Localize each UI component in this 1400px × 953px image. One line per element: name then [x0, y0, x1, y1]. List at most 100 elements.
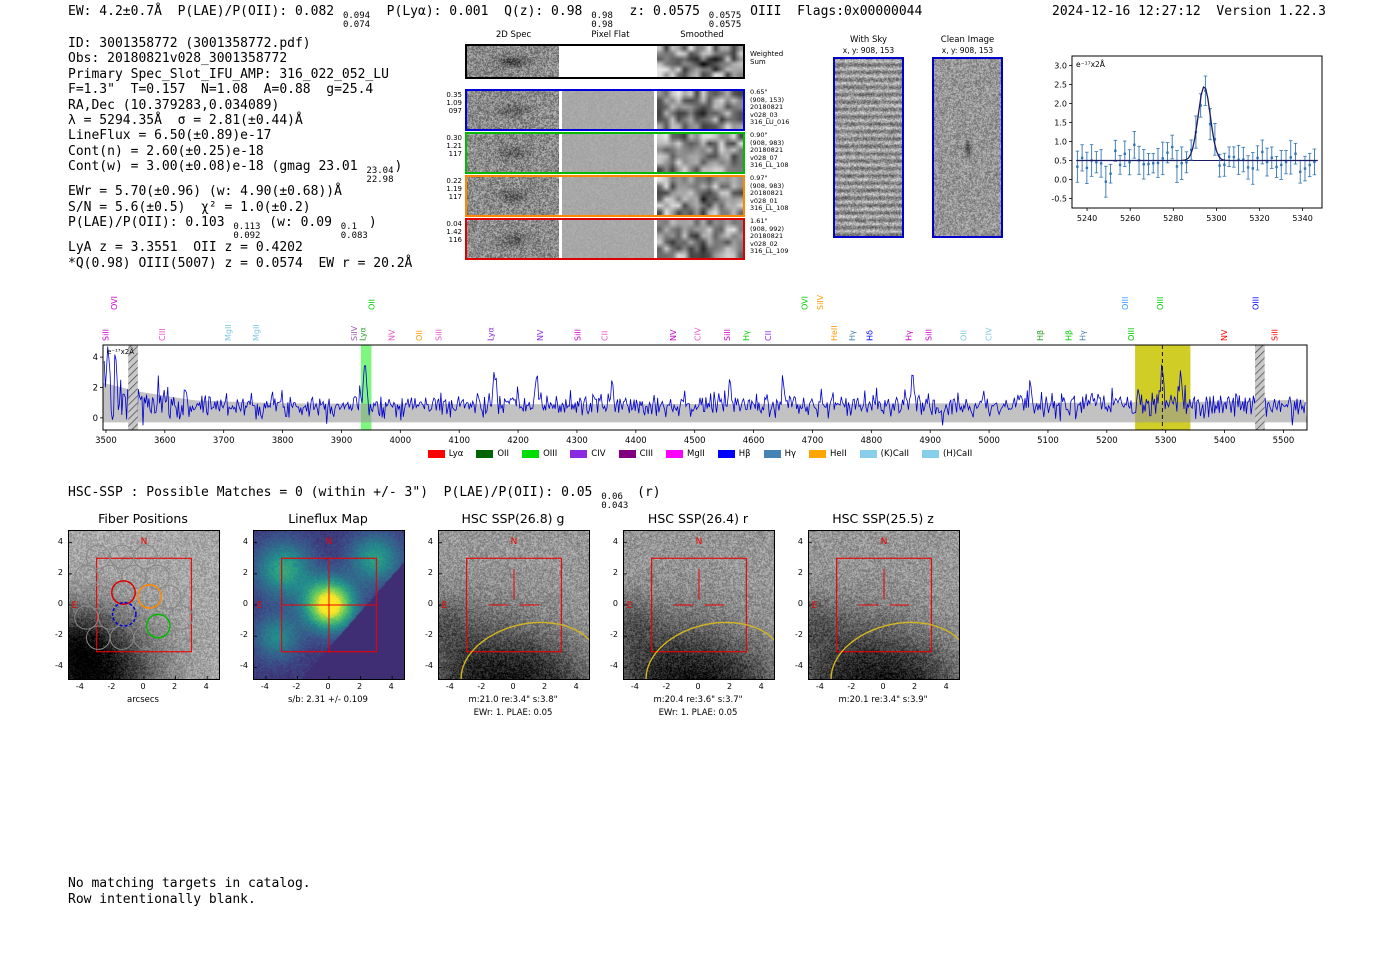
x-tick: 4	[203, 682, 209, 691]
svg-text:1.0: 1.0	[1054, 137, 1067, 146]
line-label-CII: CII	[601, 331, 610, 341]
y-tick: -4	[610, 661, 618, 671]
legend-swatch	[570, 450, 588, 458]
line-label-CIV: CIV	[984, 327, 993, 341]
line-label-OIII: OIII	[1156, 297, 1165, 310]
text-segment: Cont(w) = 3.00(±0.08)e-18 (gmag 23.01	[68, 159, 366, 175]
legend-item-CIII: CIII	[618, 449, 653, 459]
cleanimage-coords: x, y: 908, 153	[941, 46, 994, 55]
pixelflat-cutout	[562, 177, 654, 215]
spec2d-cutout	[467, 134, 559, 172]
info-line-12: P(LAE)/P(OII): 0.103 0.113 0.092 (w: 0.09…	[68, 215, 412, 240]
panel-xlabel: s/b: 2.31 +/- 0.109	[288, 695, 368, 705]
info-line-8: Cont(n) = 2.60(±0.25)e-18	[68, 144, 412, 159]
line-label-OVI: OVI	[110, 296, 119, 310]
footer-line-1: No matching targets in catalog.	[68, 876, 311, 891]
panel-overlay: NE	[809, 537, 959, 679]
info-line-11: S/N = 5.6(±0.5) χ² = 1.0(±0.2)	[68, 200, 412, 215]
y-tick: -4	[795, 661, 803, 671]
legend-item-CIV: CIV	[570, 449, 606, 459]
line-label-CII: CII	[764, 331, 773, 341]
smoothed-cutout	[657, 91, 743, 129]
stacked-uncertainty: 0.0575 0.0575	[709, 12, 742, 29]
uncertainty-lower: 0.98	[591, 19, 613, 30]
fiber-circle	[133, 544, 158, 569]
col-title-smoothed: Smoothed	[680, 30, 724, 40]
info-block: ID: 3001358772 (3001358772.pdf) Obs: 2018…	[68, 36, 412, 271]
text-segment: HSC-SSP : Possible Matches = 0 (within +…	[68, 485, 601, 500]
north-label: N	[326, 537, 333, 547]
info-line-4: F=1.3" T=0.157 N=1.08 A=0.88 g=25.4	[68, 82, 412, 97]
weighted-sum-word2: Sum	[750, 58, 766, 66]
y-tick: -2	[795, 630, 803, 640]
uncertainty-upper: 23.04	[366, 166, 394, 177]
text-segment: (r)	[629, 485, 661, 500]
axis: 5240 5260 5280 5300 5320 5340 -0.5 0.0 0.5 1.0 1.5…	[1051, 55, 1323, 223]
panel-overlay: NE	[624, 537, 774, 679]
text-segment: )	[394, 159, 403, 175]
line-label-Hβ: Hβ	[1065, 330, 1074, 341]
svg-text:3500: 3500	[95, 436, 117, 446]
withsky-title: With Sky	[849, 35, 888, 45]
y-tick: 0	[427, 599, 433, 608]
text-segment: Primary Spec_Slot_IFU_AMP: 316_022_052_L…	[68, 66, 389, 82]
full-spectrum-chart: 3500 3600 3700 3800 3900 4000 4100 4200 4300 4400…	[93, 294, 1308, 446]
line-label-Hγ: Hγ	[742, 330, 751, 341]
fiber-circle	[109, 544, 135, 569]
line-label-SiII: SiII	[101, 329, 110, 341]
spec2d-cutout	[467, 220, 559, 258]
smoothed-cutout	[657, 46, 743, 77]
svg-text:4000: 4000	[389, 436, 411, 446]
fiber-info-label: 0.90" (908, 983) 20180821 v028_07 316_LL_108	[750, 131, 789, 170]
x-tick: 2	[727, 682, 733, 691]
cleanimage-title: Clean Image	[940, 35, 995, 45]
info-line-10: EWr = 5.70(±0.96) (w: 4.90(±0.68))Å	[68, 184, 412, 199]
uncertainty-upper: 0.113	[233, 222, 261, 233]
weighted-fiber-circle	[111, 580, 136, 605]
y-tick: 0	[612, 599, 618, 608]
text-segment: P(Lyα): 0.001 Q(z): 0.98	[371, 4, 591, 19]
legend-swatch	[809, 450, 827, 458]
text-segment: (w: 0.09	[261, 215, 340, 231]
x-tick: 4	[943, 682, 949, 691]
line-label-SiIV: SiIV	[350, 325, 359, 341]
svg-text:5400: 5400	[1214, 436, 1236, 446]
legend-swatch	[427, 450, 445, 458]
line-label-SiII: SiII	[723, 329, 732, 341]
x-tick: -4	[445, 682, 454, 691]
north-label: N	[511, 537, 518, 547]
east-label: E	[627, 601, 633, 611]
svg-text:4700: 4700	[802, 436, 824, 446]
fiber-info-label: 0.65" (908, 153) 20180821 v028_03 316_LU_016	[750, 88, 790, 127]
text-segment: RA,Dec (10.379283,0.034089)	[68, 97, 280, 113]
spec2d-cutout	[467, 46, 559, 77]
cleanimage-image	[932, 57, 1003, 238]
panel-title: HSC SSP(26.8) g	[461, 511, 565, 526]
weighted-sum-word1: Weighted	[750, 50, 784, 58]
weighted-fiber-circle	[111, 601, 137, 627]
smoothed-cutout	[657, 177, 743, 215]
x-tick: 2	[172, 682, 178, 691]
text-segment: EWr = 5.70(±0.96) (w: 4.90(±0.68))Å	[68, 184, 342, 200]
y-tick: -4	[240, 661, 248, 671]
line-label-Lyα: Lyα	[359, 327, 368, 341]
text-segment: F=1.3" T=0.157 N=1.08 A=0.88 g=25.4	[68, 82, 374, 98]
stacked-uncertainty: 0.06 0.043	[601, 493, 628, 510]
col-title-2dspec: 2D Spec	[495, 30, 532, 40]
line-label-MgII: MgII	[224, 324, 233, 341]
svg-text:2.0: 2.0	[1054, 99, 1067, 108]
line-label-CIV: CIV	[694, 327, 703, 341]
fiber-weight-label: 0.22 1.19 117	[446, 177, 462, 201]
x-tick: 4	[573, 682, 579, 691]
uncertainty-upper: 0.0575	[708, 11, 742, 21]
line-label-OVI: OVI	[801, 296, 810, 310]
fiber-circle	[97, 605, 123, 630]
legend-item-MgII: MgII	[666, 449, 705, 459]
fiber-info-label: 1.61" (908, 992) 20180821 v028_02 316_LL_109	[750, 217, 789, 256]
source-ellipse	[460, 621, 589, 679]
text-segment: ID: 3001358772 (3001358772.pdf)	[68, 36, 311, 51]
fiber-circle	[168, 605, 194, 630]
line-label-OII: OII	[367, 299, 376, 310]
